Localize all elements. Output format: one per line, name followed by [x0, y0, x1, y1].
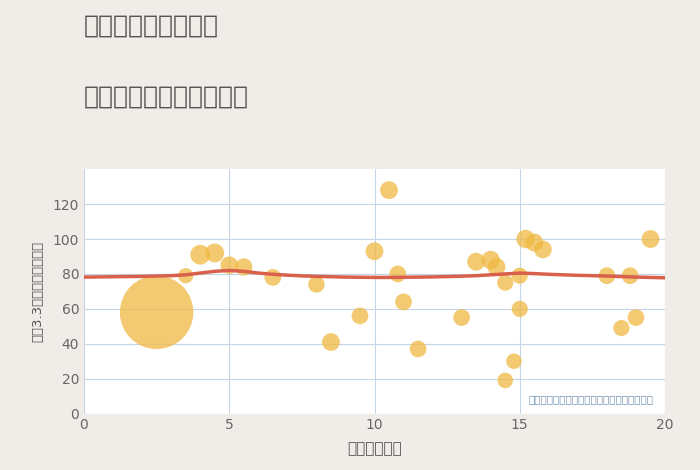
- Point: [616, 324, 627, 332]
- Point: [224, 261, 235, 269]
- Point: [369, 248, 380, 255]
- Point: [631, 314, 642, 321]
- Point: [392, 270, 403, 278]
- Point: [398, 298, 409, 306]
- Point: [326, 338, 337, 346]
- Point: [412, 345, 423, 353]
- Point: [514, 272, 525, 280]
- Point: [180, 272, 191, 280]
- Point: [354, 312, 365, 320]
- Text: 愛知県一宮市大江の: 愛知県一宮市大江の: [84, 14, 219, 38]
- Point: [500, 376, 511, 384]
- Point: [520, 235, 531, 243]
- Text: 円の大きさは、取引のあった物件面積を示す: 円の大きさは、取引のあった物件面積を示す: [528, 394, 653, 404]
- Point: [238, 263, 249, 271]
- Point: [456, 314, 468, 321]
- Point: [528, 239, 540, 246]
- Point: [209, 249, 220, 257]
- Point: [491, 263, 502, 271]
- Point: [384, 187, 395, 194]
- Point: [508, 358, 519, 365]
- Text: 駅距離別中古戸建て価格: 駅距離別中古戸建て価格: [84, 85, 249, 109]
- Point: [311, 281, 322, 288]
- X-axis label: 駅距離（分）: 駅距離（分）: [347, 441, 402, 456]
- Point: [645, 235, 656, 243]
- Point: [470, 258, 482, 266]
- Y-axis label: 坪（3.3㎡）単価（万円）: 坪（3.3㎡）単価（万円）: [32, 241, 44, 342]
- Point: [624, 272, 636, 280]
- Point: [538, 246, 549, 253]
- Point: [151, 309, 162, 316]
- Point: [601, 272, 612, 280]
- Point: [514, 305, 525, 313]
- Point: [267, 274, 279, 281]
- Point: [195, 251, 206, 258]
- Point: [485, 256, 496, 264]
- Point: [500, 279, 511, 286]
